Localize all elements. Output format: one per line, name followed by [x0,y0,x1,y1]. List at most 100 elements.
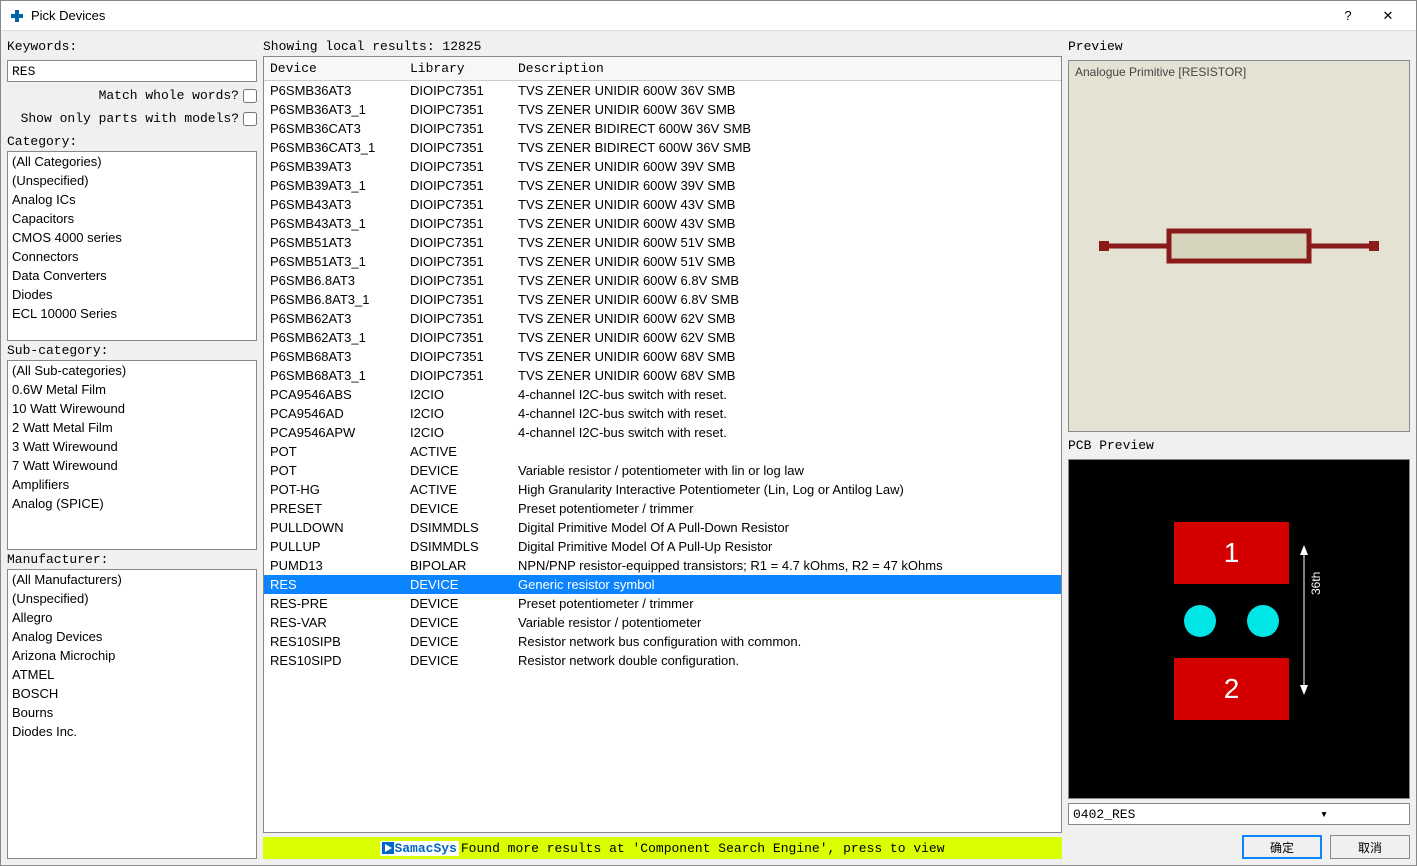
window-title: Pick Devices [31,8,1328,23]
help-button[interactable]: ? [1328,2,1368,30]
list-item[interactable]: Analog Devices [8,627,256,646]
list-item[interactable]: Allegro [8,608,256,627]
dropdown-arrow-icon: ▾ [1239,807,1409,822]
table-row[interactable]: P6SMB43AT3_1DIOIPC7351TVS ZENER UNIDIR 6… [264,214,1061,233]
list-item[interactable]: (All Sub-categories) [8,361,256,380]
table-row[interactable]: P6SMB36CAT3DIOIPC7351TVS ZENER BIDIRECT … [264,119,1061,138]
list-item[interactable]: Diodes Inc. [8,722,256,741]
close-button[interactable]: ✕ [1368,2,1408,30]
only-models-checkbox[interactable] [243,112,257,126]
ok-button[interactable]: 确定 [1242,835,1322,859]
table-row[interactable]: RES10SIPBDEVICEResistor network bus conf… [264,632,1061,651]
list-item[interactable]: ATMEL [8,665,256,684]
table-row[interactable]: RES-VARDEVICEVariable resistor / potenti… [264,613,1061,632]
table-row[interactable]: P6SMB62AT3DIOIPC7351TVS ZENER UNIDIR 600… [264,309,1061,328]
resistor-symbol [1099,216,1379,276]
cancel-button[interactable]: 取消 [1330,835,1410,859]
samacsys-logo: SamacSys [380,841,458,856]
list-item[interactable]: BOSCH [8,684,256,703]
footprint-value: 0402_RES [1069,807,1239,822]
button-row: 确定 取消 [1068,835,1410,859]
list-item[interactable]: 3 Watt Wirewound [8,437,256,456]
table-row[interactable]: P6SMB68AT3_1DIOIPC7351TVS ZENER UNIDIR 6… [264,366,1061,385]
table-row[interactable]: PCA9546ADI2CIO4-channel I2C-bus switch w… [264,404,1061,423]
table-row[interactable]: P6SMB39AT3_1DIOIPC7351TVS ZENER UNIDIR 6… [264,176,1061,195]
table-row[interactable]: PCA9546APWI2CIO4-channel I2C-bus switch … [264,423,1061,442]
keywords-input[interactable] [7,60,257,82]
list-item[interactable]: Bourns [8,703,256,722]
table-row[interactable]: RES10SIPDDEVICEResistor network double c… [264,651,1061,670]
pcb-dimension [1294,545,1334,695]
table-row[interactable]: P6SMB68AT3DIOIPC7351TVS ZENER UNIDIR 600… [264,347,1061,366]
table-row[interactable]: P6SMB39AT3DIOIPC7351TVS ZENER UNIDIR 600… [264,157,1061,176]
list-item[interactable]: 0.6W Metal Film [8,380,256,399]
list-item[interactable]: ECL 10000 Series [8,304,256,323]
col-device[interactable]: Device [264,57,404,80]
list-item[interactable]: CMOS 4000 series [8,228,256,247]
table-row[interactable]: P6SMB43AT3DIOIPC7351TVS ZENER UNIDIR 600… [264,195,1061,214]
pcb-pad-1: 1 [1174,522,1289,584]
table-row[interactable]: PUMD13BIPOLARNPN/PNP resistor-equipped t… [264,556,1061,575]
table-row[interactable]: PULLDOWNDSIMMDLSDigital Primitive Model … [264,518,1061,537]
pcb-pad-2: 2 [1174,658,1289,720]
table-row[interactable]: POTACTIVE [264,442,1061,461]
pcb-via-1 [1184,605,1216,637]
list-item[interactable]: Connectors [8,247,256,266]
match-whole-checkbox[interactable] [243,89,257,103]
dialog-window: Pick Devices ? ✕ Keywords: Match whole w… [0,0,1417,866]
list-item[interactable]: (Unspecified) [8,589,256,608]
pcb-dimension-text: 36th [1309,572,1323,595]
subcategory-listbox[interactable]: (All Sub-categories)0.6W Metal Film10 Wa… [7,360,257,550]
list-item[interactable]: (All Categories) [8,152,256,171]
list-item[interactable]: (Unspecified) [8,171,256,190]
content-area: Keywords: Match whole words? Show only p… [1,31,1416,865]
list-item[interactable]: Analog ICs [8,190,256,209]
list-item[interactable]: 10 Watt Wirewound [8,399,256,418]
table-row[interactable]: P6SMB6.8AT3DIOIPC7351TVS ZENER UNIDIR 60… [264,271,1061,290]
table-row[interactable]: PRESETDEVICEPreset potentiometer / trimm… [264,499,1061,518]
table-row[interactable]: P6SMB36AT3_1DIOIPC7351TVS ZENER UNIDIR 6… [264,100,1061,119]
results-count: Showing local results: 12825 [263,37,1062,56]
manufacturer-label: Manufacturer: [7,552,257,567]
results-grid: Device Library Description P6SMB36AT3DIO… [263,56,1062,833]
table-row[interactable]: PULLUPDSIMMDLSDigital Primitive Model Of… [264,537,1061,556]
table-row[interactable]: RES-PREDEVICEPreset potentiometer / trim… [264,594,1061,613]
table-row[interactable]: P6SMB51AT3_1DIOIPC7351TVS ZENER UNIDIR 6… [264,252,1061,271]
table-row[interactable]: P6SMB6.8AT3_1DIOIPC7351TVS ZENER UNIDIR … [264,290,1061,309]
list-item[interactable]: (All Manufacturers) [8,570,256,589]
right-panel: Preview Analogue Primitive [RESISTOR] PC… [1068,37,1410,859]
list-item[interactable]: Arizona Microchip [8,646,256,665]
footprint-dropdown[interactable]: 0402_RES ▾ [1068,803,1410,825]
samacsys-banner[interactable]: SamacSys Found more results at 'Componen… [263,837,1062,859]
match-whole-label: Match whole words? [99,88,239,103]
list-item[interactable]: 7 Watt Wirewound [8,456,256,475]
category-listbox[interactable]: (All Categories)(Unspecified)Analog ICsC… [7,151,257,341]
table-row[interactable]: RESDEVICEGeneric resistor symbol [264,575,1061,594]
table-row[interactable]: P6SMB51AT3DIOIPC7351TVS ZENER UNIDIR 600… [264,233,1061,252]
table-row[interactable]: P6SMB36CAT3_1DIOIPC7351TVS ZENER BIDIREC… [264,138,1061,157]
results-panel: Showing local results: 12825 Device Libr… [263,37,1062,859]
titlebar: Pick Devices ? ✕ [1,1,1416,31]
only-models-label: Show only parts with models? [21,111,239,126]
subcategory-label: Sub-category: [7,343,257,358]
table-row[interactable]: P6SMB62AT3_1DIOIPC7351TVS ZENER UNIDIR 6… [264,328,1061,347]
grid-hscroll[interactable] [264,814,1061,832]
table-row[interactable]: POT-HGACTIVEHigh Granularity Interactive… [264,480,1061,499]
table-row[interactable]: P6SMB36AT3DIOIPC7351TVS ZENER UNIDIR 600… [264,81,1061,100]
grid-body[interactable]: P6SMB36AT3DIOIPC7351TVS ZENER UNIDIR 600… [264,81,1061,814]
grid-header[interactable]: Device Library Description [264,57,1061,81]
table-row[interactable]: POTDEVICEVariable resistor / potentiomet… [264,461,1061,480]
only-models-row: Show only parts with models? [7,111,257,126]
list-item[interactable]: Analog (SPICE) [8,494,256,513]
list-item[interactable]: Diodes [8,285,256,304]
table-row[interactable]: PCA9546ABSI2CIO4-channel I2C-bus switch … [264,385,1061,404]
samacsys-message: Found more results at 'Component Search … [461,841,945,856]
list-item[interactable]: Capacitors [8,209,256,228]
col-library[interactable]: Library [404,57,512,80]
col-description[interactable]: Description [512,57,1061,80]
list-item[interactable]: Data Converters [8,266,256,285]
pcb-preview: 1 2 36th [1068,459,1410,799]
list-item[interactable]: 2 Watt Metal Film [8,418,256,437]
list-item[interactable]: Amplifiers [8,475,256,494]
manufacturer-listbox[interactable]: (All Manufacturers)(Unspecified)AllegroA… [7,569,257,859]
